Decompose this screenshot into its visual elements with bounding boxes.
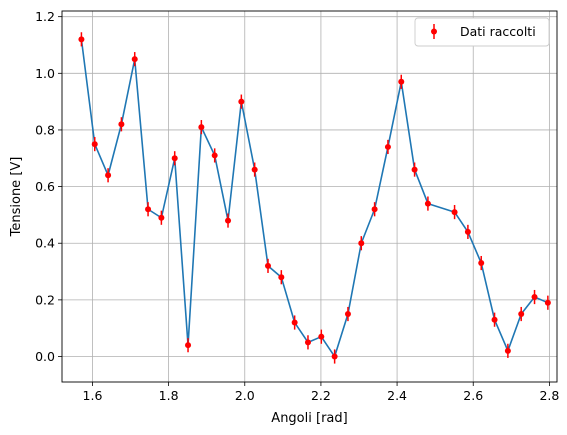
x-tick-label: 2.2 [311,388,331,403]
data-point [318,333,325,340]
y-tick-label: 0.2 [35,292,55,307]
plot-frame [61,10,558,383]
x-tick-label: 2.0 [235,388,255,403]
data-point [424,200,431,207]
data-point [105,172,112,179]
data-point [451,209,458,216]
data-point [344,311,351,318]
ticks: 1.6 1.8 2.0 2.2 2.4 2.6 2.8 0.0 0.2 0.4 0.6 0.8 1.0 1… [35,9,559,403]
data-point [491,316,498,323]
data-point [78,36,85,43]
y-axis-title: Tensione [V] [9,157,24,238]
data-point [145,206,152,213]
data-point [278,274,285,281]
data-point [504,347,511,354]
data-point [251,166,258,173]
y-tick-label: 0.0 [35,349,55,364]
y-tick-label: 0.8 [35,122,55,137]
x-tick-label: 1.6 [83,388,103,403]
legend: Dati raccolti [414,17,550,47]
data-point [411,166,418,173]
grid [62,11,557,382]
data-point [464,228,471,235]
data-point [131,56,138,63]
data-point [398,78,405,85]
data-point [304,339,311,346]
data-point [171,155,178,162]
data-point [291,319,298,326]
y-tick-label: 0.4 [35,236,55,251]
data-point [331,353,338,360]
y-tick-label: 1.2 [35,9,55,24]
y-tick-label: 1.0 [35,66,55,81]
legend-label: Dati raccolti [460,24,536,39]
x-tick-label: 2.4 [387,388,407,403]
x-tick-label: 2.8 [539,388,559,403]
data-point [91,141,98,148]
data-point [478,260,485,267]
x-tick-label: 2.6 [463,388,483,403]
data-point [518,311,525,318]
data-point [158,214,165,221]
legend-point-marker [431,28,437,35]
data-point [198,124,205,131]
plot-data [78,32,551,364]
data-point [358,240,365,247]
data-point [225,217,232,224]
data-point [264,262,271,269]
data-point [185,342,192,349]
data-point [384,143,391,150]
data-point [118,121,125,128]
y-tick-label: 0.6 [35,179,55,194]
data-point [371,206,378,213]
x-tick-label: 1.8 [159,388,179,403]
data-point [531,294,538,301]
data-point [544,299,551,306]
data-point [238,98,245,105]
x-axis-title: Angoli [rad] [271,411,347,426]
data-point [211,152,218,159]
legend-box [414,17,550,47]
